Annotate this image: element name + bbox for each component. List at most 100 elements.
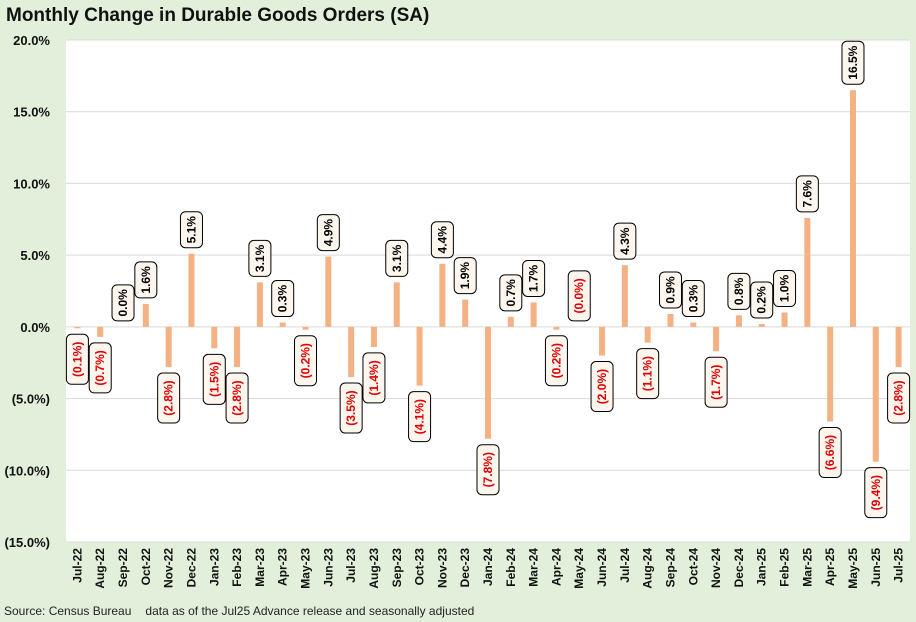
- bar: [142, 303, 149, 327]
- data-label-box: [704, 356, 728, 408]
- x-tick-label: Feb-24: [504, 548, 518, 587]
- data-label-text: 5.1%: [184, 216, 198, 244]
- bar: [849, 90, 856, 327]
- data-label-text: (2.8%): [892, 380, 906, 415]
- x-tick-label: Jul-23: [344, 548, 358, 583]
- bar: [553, 326, 560, 330]
- data-label-box: [179, 211, 203, 249]
- y-tick-label: 10.0%: [13, 176, 50, 191]
- data-label: 7.6%: [795, 175, 819, 213]
- bar: [74, 326, 81, 329]
- x-tick-label: Jan-24: [481, 548, 495, 586]
- bar: [165, 326, 172, 368]
- x-tick-label: Jun-25: [869, 548, 883, 587]
- data-label-box: [294, 335, 318, 387]
- data-label-box: [476, 444, 500, 496]
- data-label-box: [773, 270, 797, 308]
- data-label-box: [818, 427, 842, 479]
- bar: [667, 313, 674, 327]
- data-label-text: (1.4%): [367, 360, 381, 395]
- data-label-text: (1.5%): [207, 362, 221, 397]
- x-tick-label: Mar-24: [527, 548, 541, 587]
- data-label: (3.5%): [339, 382, 363, 434]
- x-tick-label: May-23: [299, 548, 313, 589]
- data-label-box: [636, 348, 660, 400]
- data-label-box: [795, 175, 819, 213]
- data-label: 0.0%: [111, 284, 135, 322]
- data-label-box: [248, 239, 272, 277]
- data-label: 1.7%: [522, 259, 546, 297]
- x-tick-label: Jan-25: [755, 548, 769, 586]
- bar: [256, 282, 263, 327]
- data-label-box: [567, 270, 591, 322]
- data-label-text: (0.0%): [572, 278, 586, 313]
- data-label-text: (2.8%): [162, 380, 176, 415]
- data-label: (2.8%): [887, 372, 911, 424]
- data-label: (9.4%): [864, 467, 888, 519]
- x-tick-label: Oct-23: [413, 548, 427, 586]
- x-tick-label: Nov-22: [162, 548, 176, 588]
- y-tick-label: 20.0%: [13, 33, 50, 48]
- bar: [393, 282, 400, 327]
- bar: [234, 326, 241, 368]
- data-label-text: (2.8%): [230, 380, 244, 415]
- data-label: 1.9%: [453, 257, 477, 295]
- data-label-text: 0.3%: [276, 285, 290, 313]
- data-label: 4.9%: [316, 214, 340, 252]
- data-label-text: 7.6%: [800, 180, 814, 208]
- x-tick-label: Sep-23: [390, 548, 404, 588]
- data-label-text: (1.1%): [641, 356, 655, 391]
- y-tick-label: 15.0%: [13, 105, 50, 120]
- data-label-box: [385, 239, 409, 277]
- data-label-box: [316, 214, 340, 252]
- bar: [735, 315, 742, 327]
- bar: [599, 326, 606, 356]
- data-label: 16.5%: [841, 40, 865, 85]
- y-tick-label: 0.0%: [20, 320, 50, 335]
- data-label: (0.1%): [65, 333, 89, 385]
- x-tick-label: Dec-23: [458, 548, 472, 588]
- data-label: 1.6%: [134, 261, 158, 299]
- bar: [211, 326, 218, 349]
- y-tick-label: 5.0%: [20, 248, 50, 263]
- data-label-text: 1.0%: [778, 275, 792, 303]
- data-label-box: [522, 259, 546, 297]
- data-label-text: 0.2%: [755, 286, 769, 314]
- data-label: 3.1%: [385, 239, 409, 277]
- data-label: (1.5%): [202, 353, 226, 405]
- x-tick-label: Dec-22: [184, 548, 198, 588]
- data-label-text: (0.7%): [93, 350, 107, 385]
- data-label-text: 3.1%: [253, 244, 267, 272]
- data-label-text: 16.5%: [846, 45, 860, 79]
- data-label: 4.4%: [430, 221, 454, 259]
- data-label-box: [727, 272, 751, 310]
- bar: [872, 326, 879, 462]
- data-label-text: 1.9%: [458, 262, 472, 290]
- bar: [188, 253, 195, 327]
- data-label-box: [157, 372, 181, 424]
- x-tick-label: Apr-25: [823, 548, 837, 586]
- data-label-box: [225, 372, 249, 424]
- data-label-text: 4.3%: [618, 227, 632, 255]
- data-note: data as of the Jul25 Advance release and…: [145, 604, 475, 618]
- data-label-box: [111, 284, 135, 322]
- x-tick-label: Aug-23: [367, 548, 381, 589]
- data-label-box: [681, 280, 705, 318]
- data-label: 0.3%: [271, 280, 295, 318]
- data-label-box: [750, 281, 774, 319]
- x-tick-label: Jun-24: [595, 548, 609, 587]
- data-label: 1.0%: [773, 270, 797, 308]
- x-tick-label: Apr-23: [276, 548, 290, 586]
- data-label: 5.1%: [179, 211, 203, 249]
- bar: [690, 322, 697, 327]
- data-label-box: [408, 391, 432, 443]
- data-label-box: [590, 361, 614, 413]
- bar: [781, 312, 788, 327]
- data-label-box: [65, 333, 89, 385]
- data-label-text: (0.1%): [70, 342, 84, 377]
- data-label-box: [887, 372, 911, 424]
- bar: [827, 326, 834, 422]
- x-tick-label: Oct-22: [139, 548, 153, 586]
- data-label: 0.3%: [681, 280, 705, 318]
